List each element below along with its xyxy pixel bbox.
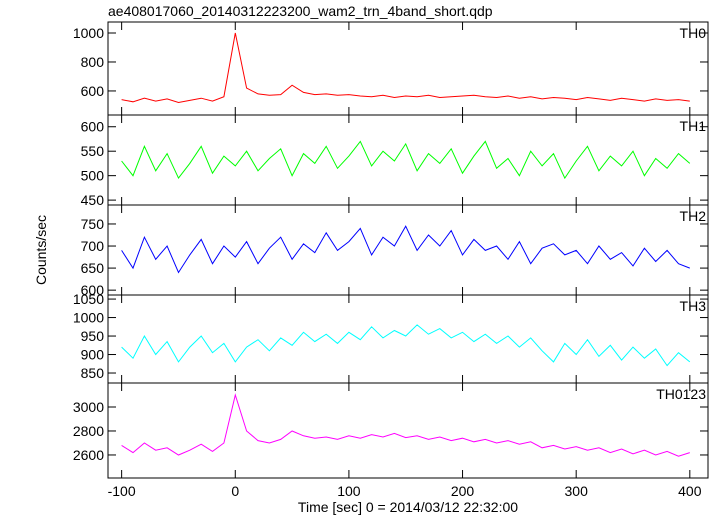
y-tick-label: 2600 [73, 447, 104, 463]
panel-label: TH1 [680, 118, 707, 134]
series-line [121, 32, 690, 104]
y-tick-label: 700 [81, 238, 105, 254]
panel-label: TH3 [680, 298, 707, 314]
y-tick-label: 550 [81, 143, 105, 159]
y-tick-label: 850 [81, 365, 105, 381]
y-tick-label: 900 [81, 347, 105, 363]
x-tick-label: 100 [337, 483, 361, 499]
panel-frame [107, 21, 709, 116]
panel-label: TH0123 [656, 386, 706, 402]
y-tick-label: 1050 [73, 291, 104, 307]
y-tick-label: 600 [81, 83, 105, 99]
x-tick-label: 200 [451, 483, 475, 499]
panel-frame [107, 382, 709, 479]
y-tick-label: 1000 [73, 310, 104, 326]
panel-frame [107, 114, 709, 206]
series-line [121, 393, 690, 457]
y-tick-label: 2800 [73, 423, 104, 439]
y-tick-label: 450 [81, 192, 105, 208]
x-tick-label: 300 [565, 483, 589, 499]
panel-label: TH2 [680, 208, 707, 224]
y-axis-label: Counts/sec [33, 215, 49, 285]
y-tick-label: 650 [81, 260, 105, 276]
series-line [121, 324, 691, 367]
panel-label: TH0 [680, 25, 707, 41]
series-line [121, 140, 691, 180]
x-tick-label: 0 [231, 483, 239, 499]
y-tick-label: 3000 [73, 399, 104, 415]
y-tick-label: 600 [81, 282, 105, 298]
y-tick-label: 950 [81, 328, 105, 344]
y-tick-label: 750 [81, 216, 105, 232]
chart-title: ae408017060_20140312223200_wam2_trn_4ban… [108, 3, 493, 19]
y-tick-label: 600 [81, 119, 105, 135]
x-tick-label: -100 [108, 483, 136, 499]
series-line [121, 225, 690, 274]
x-tick-label: 400 [678, 483, 702, 499]
y-tick-label: 1000 [73, 25, 104, 41]
x-axis-label: Time [sec] 0 = 2014/03/12 22:32:00 [298, 499, 518, 515]
y-tick-label: 800 [81, 54, 105, 70]
y-tick-label: 500 [81, 168, 105, 184]
panel-frame [107, 204, 709, 296]
